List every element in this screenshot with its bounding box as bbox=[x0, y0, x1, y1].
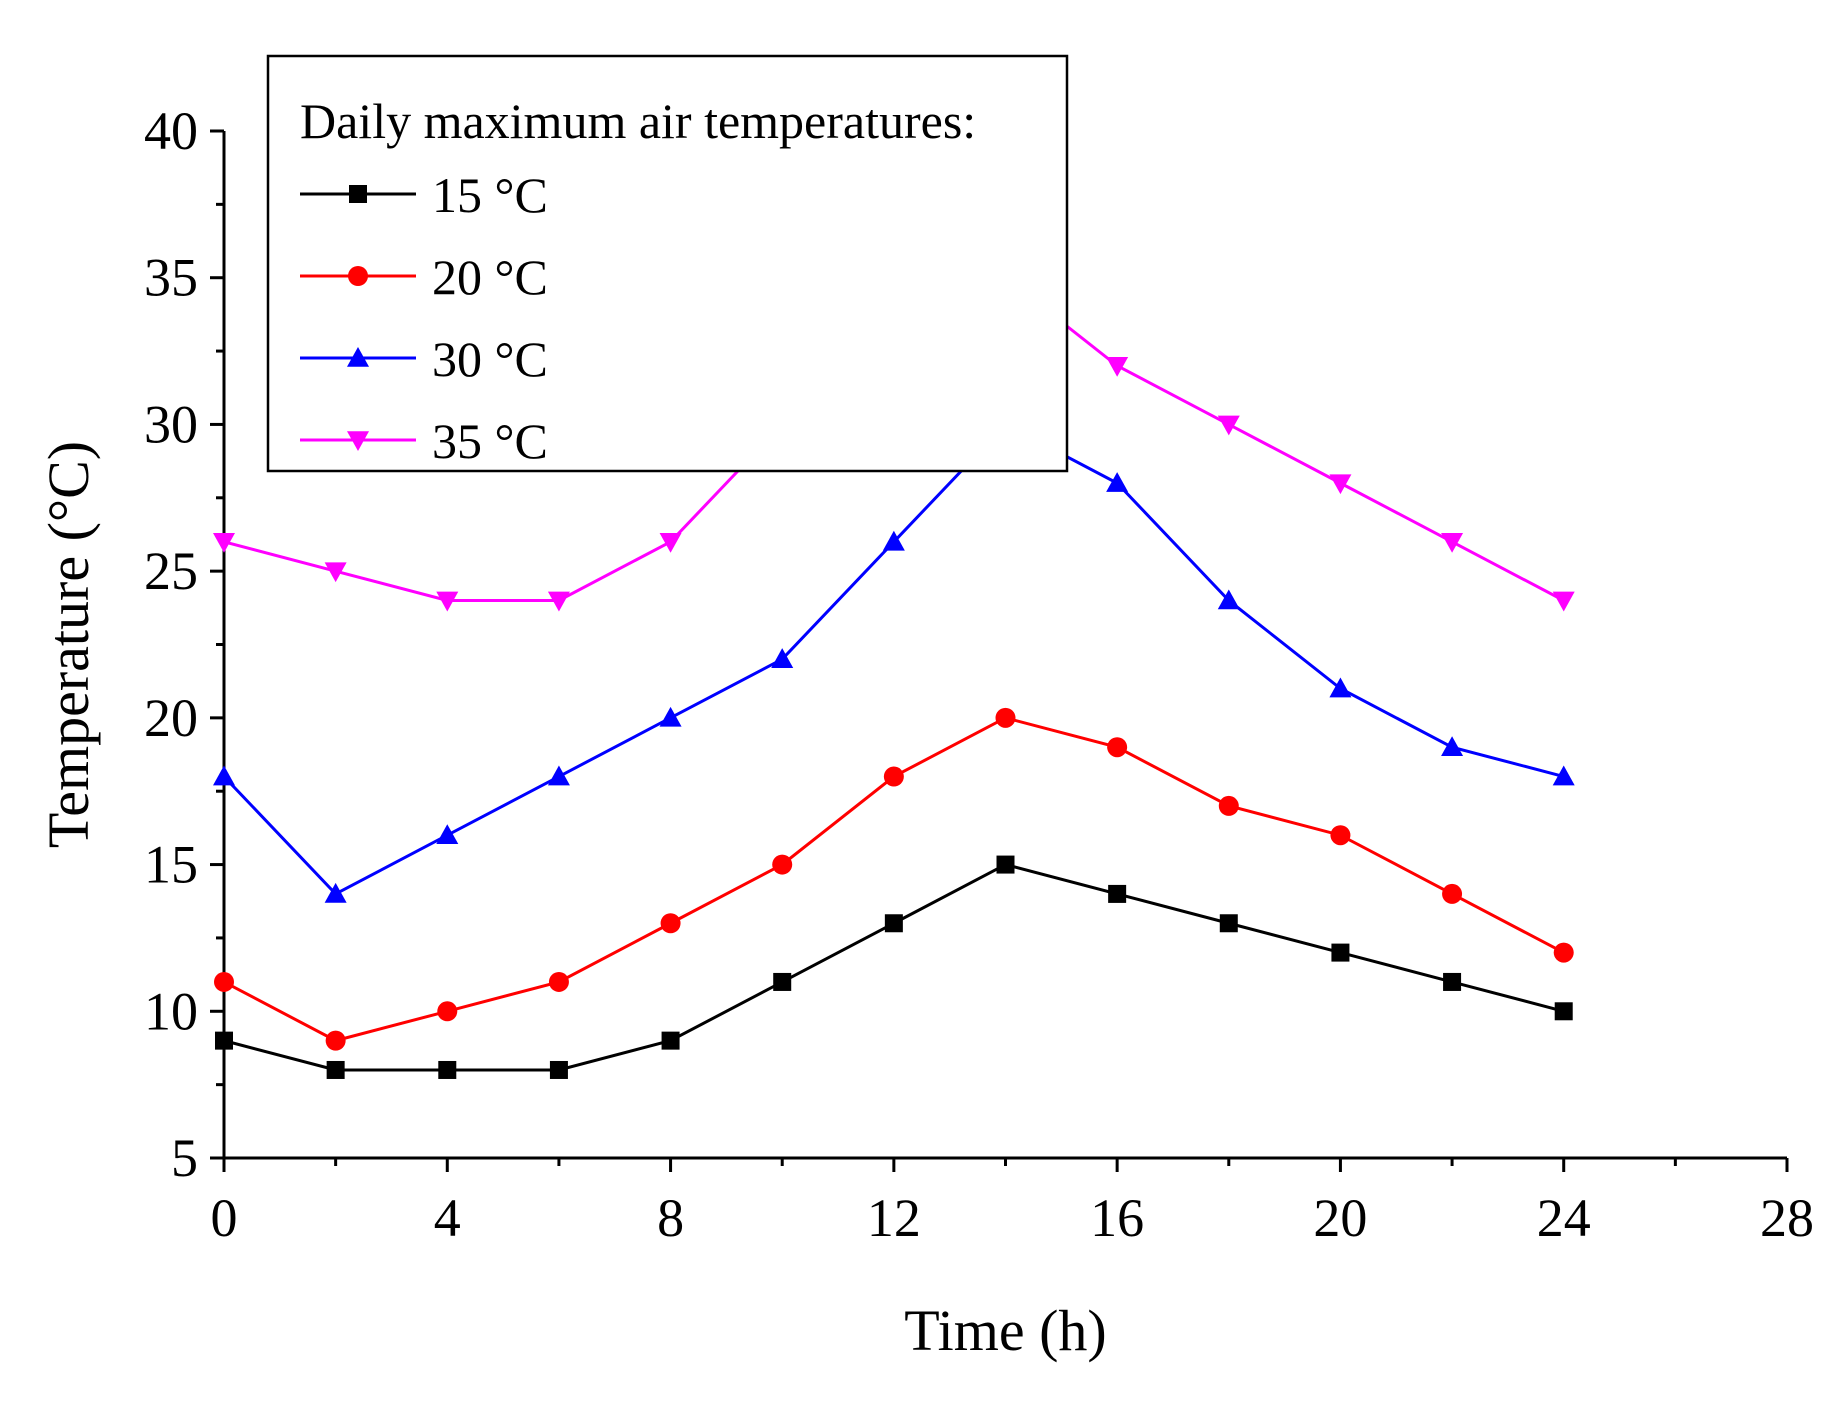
data-point bbox=[1442, 883, 1463, 904]
axes: 5 10 15 20 25 30 35 40 0 4 8 12 16 20 24 28 bbox=[144, 101, 1814, 1248]
legend-marker bbox=[348, 266, 368, 286]
y-tick-label: 5 bbox=[171, 1128, 198, 1188]
data-point bbox=[324, 562, 347, 583]
legend-marker bbox=[349, 185, 367, 203]
data-point bbox=[214, 971, 234, 992]
data-point bbox=[324, 882, 347, 903]
data-point bbox=[1330, 825, 1351, 846]
series-2 bbox=[213, 413, 1575, 903]
data-point bbox=[437, 1001, 458, 1022]
data-point bbox=[1106, 356, 1129, 377]
data-point bbox=[1107, 737, 1128, 758]
data-point bbox=[1108, 884, 1127, 903]
y-tick-label: 15 bbox=[144, 835, 198, 895]
data-point bbox=[1441, 533, 1464, 553]
data-point bbox=[773, 972, 792, 991]
data-point bbox=[1331, 943, 1350, 962]
series-line bbox=[223, 862, 1565, 1072]
data-point bbox=[215, 1031, 233, 1050]
x-tick-label: 4 bbox=[434, 1188, 461, 1248]
data-point bbox=[882, 530, 905, 551]
x-tick-label: 8 bbox=[657, 1188, 684, 1248]
x-axis-title: Time (h) bbox=[904, 1298, 1107, 1363]
data-point bbox=[884, 914, 903, 933]
data-point bbox=[1219, 914, 1238, 933]
x-tick-label: 12 bbox=[867, 1188, 921, 1248]
y-tick-label: 30 bbox=[144, 394, 198, 454]
data-point bbox=[1329, 474, 1352, 495]
data-point bbox=[660, 913, 681, 934]
x-tick-label: 0 bbox=[211, 1188, 238, 1248]
legend: Daily maximum air temperatures: 15 °C 20 °… bbox=[266, 54, 1069, 473]
data-point bbox=[1552, 765, 1575, 786]
series-layer bbox=[213, 268, 1575, 1079]
data-point bbox=[659, 706, 682, 727]
x-tick-label: 16 bbox=[1090, 1188, 1144, 1248]
data-point bbox=[1553, 942, 1574, 963]
legend-marker bbox=[347, 431, 369, 451]
y-tick-label: 10 bbox=[144, 981, 198, 1041]
data-point bbox=[883, 766, 904, 787]
data-point bbox=[1552, 591, 1575, 612]
data-point bbox=[438, 1060, 457, 1079]
data-point bbox=[1106, 472, 1129, 492]
data-point bbox=[326, 1060, 345, 1079]
data-point bbox=[549, 1060, 568, 1079]
y-tick-label: 35 bbox=[144, 248, 198, 308]
legend-label: 30 °C bbox=[432, 331, 548, 387]
data-point bbox=[1218, 795, 1239, 816]
data-point bbox=[659, 533, 682, 553]
data-point bbox=[996, 855, 1015, 874]
legend-marker bbox=[347, 347, 369, 367]
series-line bbox=[223, 716, 1565, 1043]
y-tick-label: 20 bbox=[144, 688, 198, 748]
x-tick-label: 20 bbox=[1313, 1188, 1367, 1248]
data-point bbox=[547, 765, 570, 786]
data-point bbox=[1443, 972, 1462, 991]
legend-label: 20 °C bbox=[432, 249, 548, 305]
x-tick-label: 24 bbox=[1537, 1188, 1591, 1248]
data-point bbox=[436, 824, 459, 845]
data-point bbox=[1554, 1002, 1573, 1021]
data-point bbox=[213, 533, 235, 553]
series-0 bbox=[215, 855, 1573, 1079]
legend-label: 35 °C bbox=[432, 413, 548, 469]
y-tick-label: 25 bbox=[144, 541, 198, 601]
x-tick-label: 28 bbox=[1760, 1188, 1814, 1248]
data-point bbox=[1217, 589, 1240, 610]
data-point bbox=[548, 971, 569, 992]
data-point bbox=[213, 765, 235, 786]
y-tick-label: 40 bbox=[144, 101, 198, 161]
legend-box bbox=[266, 54, 1069, 473]
data-point bbox=[436, 591, 459, 612]
data-point bbox=[995, 707, 1016, 728]
data-point bbox=[547, 591, 570, 612]
data-point bbox=[1441, 736, 1464, 756]
series-1 bbox=[214, 707, 1574, 1051]
data-point bbox=[772, 854, 793, 875]
y-axis-title: Temperature (°C) bbox=[36, 441, 101, 848]
data-point bbox=[325, 1030, 346, 1051]
data-point bbox=[771, 648, 794, 668]
data-point bbox=[661, 1031, 680, 1050]
legend-label: 15 °C bbox=[432, 167, 548, 223]
data-point bbox=[1217, 415, 1240, 436]
data-point bbox=[1329, 677, 1352, 698]
legend-title: Daily maximum air temperatures: bbox=[300, 93, 976, 149]
